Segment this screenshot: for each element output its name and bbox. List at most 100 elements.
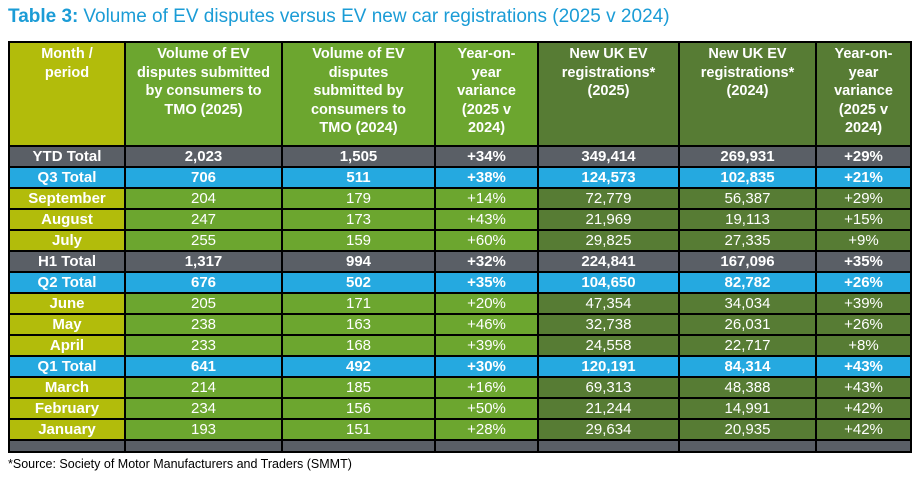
cell: 84,314 [678, 355, 817, 378]
column-header: Year-on-year variance (2025 v 2024) [815, 41, 912, 147]
cell: 56,387 [678, 187, 817, 210]
cell: +30% [434, 355, 539, 378]
table-title: Table 3: Volume of EV disputes versus EV … [8, 6, 910, 28]
cell: 641 [124, 355, 283, 378]
row-label: July [8, 229, 126, 252]
table-header: Month / period Volume of EV disputes subm… [8, 41, 912, 147]
cell: +39% [815, 292, 912, 315]
cell: 163 [281, 313, 436, 336]
column-header: Volume of EV disputes submitted by consu… [281, 41, 436, 147]
table-row: May 238 163 +46% 32,738 26,031 +26% [8, 313, 912, 336]
footer-cell [281, 439, 436, 453]
cell: 179 [281, 187, 436, 210]
cell: 1,505 [281, 145, 436, 168]
cell: +35% [815, 250, 912, 273]
cell: 214 [124, 376, 283, 399]
table-row: Q1 Total 641 492 +30% 120,191 84,314 +43% [8, 355, 912, 378]
cell: 124,573 [537, 166, 680, 189]
row-label: April [8, 334, 126, 357]
cell: 21,244 [537, 397, 680, 420]
cell: 24,558 [537, 334, 680, 357]
cell: +21% [815, 166, 912, 189]
row-label: Q2 Total [8, 271, 126, 294]
cell: 29,825 [537, 229, 680, 252]
cell: +42% [815, 418, 912, 441]
cell: +60% [434, 229, 539, 252]
row-label: H1 Total [8, 250, 126, 273]
cell: +29% [815, 187, 912, 210]
footer-cell [434, 439, 539, 453]
cell: 706 [124, 166, 283, 189]
header-row: Month / period Volume of EV disputes subm… [8, 41, 912, 147]
cell: 1,317 [124, 250, 283, 273]
ev-disputes-registrations-table: Month / period Volume of EV disputes subm… [8, 41, 912, 453]
cell: 224,841 [537, 250, 680, 273]
cell: 167,096 [678, 250, 817, 273]
cell: 104,650 [537, 271, 680, 294]
cell: +28% [434, 418, 539, 441]
cell: 159 [281, 229, 436, 252]
table-body: YTD Total 2,023 1,505 +34% 349,414 269,931 +29… [8, 145, 912, 453]
cell: 120,191 [537, 355, 680, 378]
cell: +15% [815, 208, 912, 231]
table-row: YTD Total 2,023 1,505 +34% 349,414 269,931 +29… [8, 145, 912, 168]
cell: 22,717 [678, 334, 817, 357]
column-header: New UK EV registrations* (2025) [537, 41, 680, 147]
table-row: Q3 Total 706 511 +38% 124,573 102,835 +21% [8, 166, 912, 189]
cell: 34,034 [678, 292, 817, 315]
footer-cell [8, 439, 126, 453]
footer-row [8, 439, 912, 453]
footer-cell [678, 439, 817, 453]
cell: 69,313 [537, 376, 680, 399]
cell: 156 [281, 397, 436, 420]
table-row: March 214 185 +16% 69,313 48,388 +43% [8, 376, 912, 399]
row-label: September [8, 187, 126, 210]
cell: 29,634 [537, 418, 680, 441]
page: Table 3: Volume of EV disputes versus EV … [8, 6, 912, 471]
cell: 48,388 [678, 376, 817, 399]
cell: 511 [281, 166, 436, 189]
cell: 72,779 [537, 187, 680, 210]
cell: 21,969 [537, 208, 680, 231]
cell: 173 [281, 208, 436, 231]
cell: +32% [434, 250, 539, 273]
cell: +29% [815, 145, 912, 168]
cell: +34% [434, 145, 539, 168]
cell: 255 [124, 229, 283, 252]
cell: +20% [434, 292, 539, 315]
cell: 349,414 [537, 145, 680, 168]
footer-cell [815, 439, 912, 453]
cell: 151 [281, 418, 436, 441]
table-title-prefix: Table 3: [8, 6, 79, 27]
cell: 233 [124, 334, 283, 357]
cell: 193 [124, 418, 283, 441]
table-row: Q2 Total 676 502 +35% 104,650 82,782 +26% [8, 271, 912, 294]
row-label: May [8, 313, 126, 336]
cell: 32,738 [537, 313, 680, 336]
cell: 492 [281, 355, 436, 378]
cell: 205 [124, 292, 283, 315]
table-row: September 204 179 +14% 72,779 56,387 +29% [8, 187, 912, 210]
footer-cell [537, 439, 680, 453]
cell: 47,354 [537, 292, 680, 315]
row-label: January [8, 418, 126, 441]
cell: +43% [434, 208, 539, 231]
cell: +9% [815, 229, 912, 252]
cell: 2,023 [124, 145, 283, 168]
cell: 102,835 [678, 166, 817, 189]
cell: +35% [434, 271, 539, 294]
cell: 676 [124, 271, 283, 294]
cell: 27,335 [678, 229, 817, 252]
table-row: July 255 159 +60% 29,825 27,335 +9% [8, 229, 912, 252]
column-header: Year-on-year variance (2025 v 2024) [434, 41, 539, 147]
cell: 502 [281, 271, 436, 294]
cell: 234 [124, 397, 283, 420]
table-row: April 233 168 +39% 24,558 22,717 +8% [8, 334, 912, 357]
cell: 238 [124, 313, 283, 336]
cell: 185 [281, 376, 436, 399]
row-label: Q1 Total [8, 355, 126, 378]
table-row: June 205 171 +20% 47,354 34,034 +39% [8, 292, 912, 315]
row-label: YTD Total [8, 145, 126, 168]
cell: +26% [815, 313, 912, 336]
cell: 14,991 [678, 397, 817, 420]
